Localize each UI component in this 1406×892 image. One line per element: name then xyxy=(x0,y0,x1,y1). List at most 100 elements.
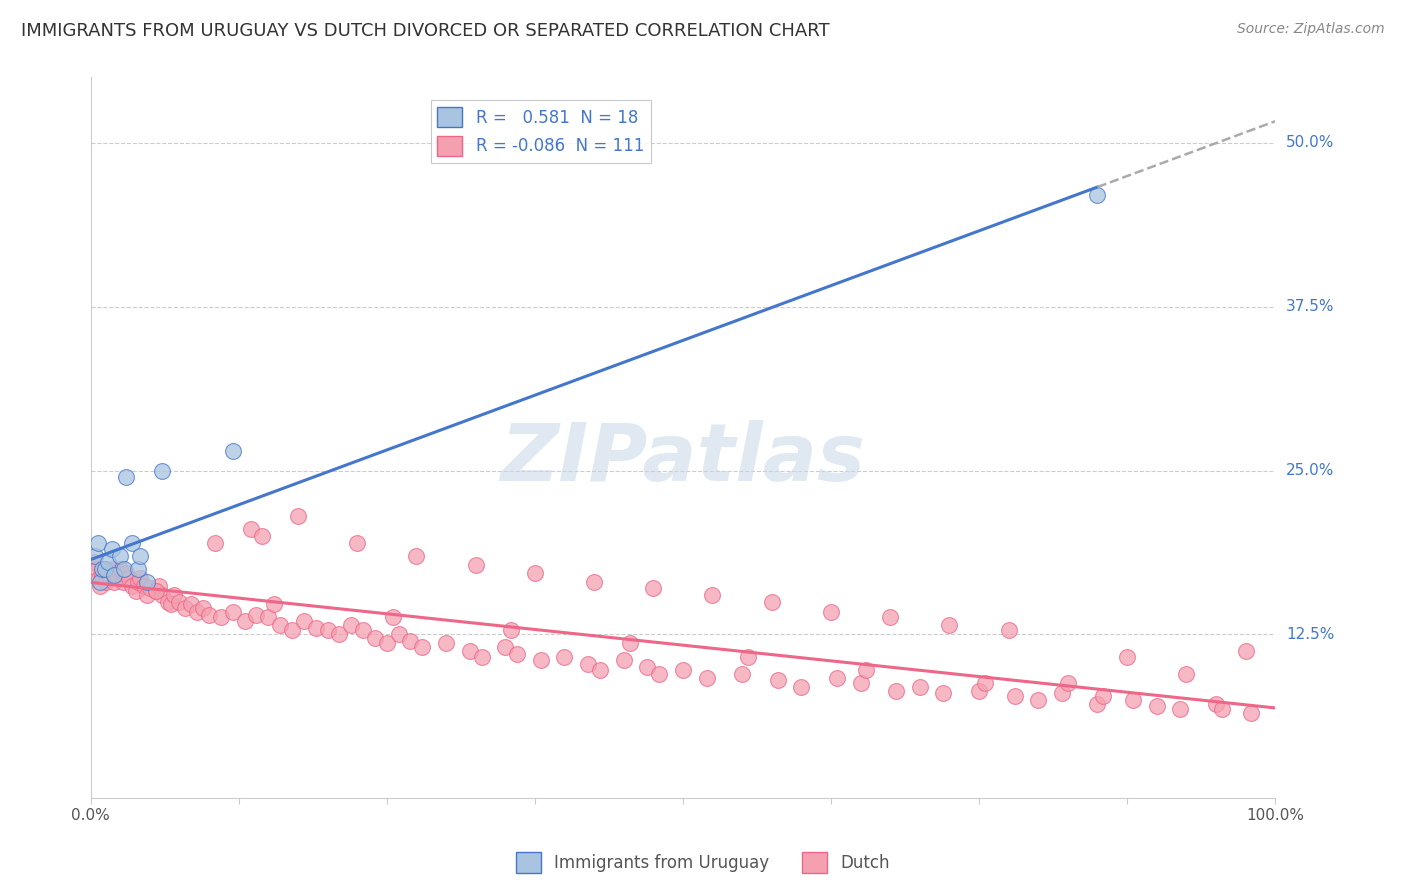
Point xyxy=(399,633,422,648)
Point xyxy=(124,584,146,599)
Point xyxy=(375,636,398,650)
Point xyxy=(967,683,990,698)
Point xyxy=(405,549,427,563)
Point xyxy=(1004,689,1026,703)
Point xyxy=(1050,686,1073,700)
Point xyxy=(530,653,553,667)
Point xyxy=(766,673,789,687)
Point xyxy=(94,562,117,576)
Point xyxy=(305,621,328,635)
Point xyxy=(105,568,128,582)
Point xyxy=(111,574,134,589)
Point xyxy=(136,588,159,602)
Point xyxy=(458,644,481,658)
Point xyxy=(1026,693,1049,707)
Point xyxy=(257,610,280,624)
Point xyxy=(97,566,120,580)
Point xyxy=(696,671,718,685)
Point xyxy=(117,571,139,585)
Point xyxy=(174,601,197,615)
Point xyxy=(974,675,997,690)
Point xyxy=(1087,188,1109,202)
Point xyxy=(702,588,724,602)
Legend: R =   0.581  N = 18, R = -0.086  N = 111: R = 0.581 N = 18, R = -0.086 N = 111 xyxy=(430,100,651,162)
Point xyxy=(470,649,492,664)
Point xyxy=(849,675,872,690)
Point xyxy=(790,680,813,694)
Point xyxy=(148,579,170,593)
Point xyxy=(87,571,110,585)
Point xyxy=(855,663,877,677)
Point xyxy=(820,605,842,619)
Point xyxy=(83,555,105,569)
Point xyxy=(1205,697,1227,711)
Point xyxy=(346,535,368,549)
Point xyxy=(364,631,387,645)
Point xyxy=(89,574,111,589)
Point xyxy=(150,588,173,602)
Point xyxy=(1240,706,1263,720)
Point xyxy=(932,686,955,700)
Point xyxy=(636,660,658,674)
Point xyxy=(292,614,315,628)
Text: Source: ZipAtlas.com: Source: ZipAtlas.com xyxy=(1237,22,1385,37)
Point xyxy=(1056,675,1078,690)
Text: 12.5%: 12.5% xyxy=(1286,627,1334,641)
Point xyxy=(84,549,107,563)
Point xyxy=(94,574,117,589)
Point xyxy=(340,618,363,632)
Point xyxy=(1116,649,1139,664)
Point xyxy=(825,671,848,685)
Point xyxy=(129,571,152,585)
Point xyxy=(198,607,221,622)
Point xyxy=(506,647,529,661)
Point xyxy=(523,566,546,580)
Point xyxy=(239,523,262,537)
Point xyxy=(222,605,245,619)
Point xyxy=(145,584,167,599)
Point xyxy=(121,535,143,549)
Point xyxy=(464,558,486,572)
Point xyxy=(643,582,665,596)
Text: 50.0%: 50.0% xyxy=(1286,136,1334,151)
Point xyxy=(352,624,374,638)
Point xyxy=(89,579,111,593)
Point xyxy=(1146,699,1168,714)
Point xyxy=(156,594,179,608)
Point xyxy=(191,601,214,615)
Point xyxy=(501,624,523,638)
Point xyxy=(884,683,907,698)
Point xyxy=(209,610,232,624)
Point xyxy=(169,594,191,608)
Point xyxy=(87,535,110,549)
Point xyxy=(672,663,695,677)
Point xyxy=(583,574,606,589)
Point xyxy=(160,597,183,611)
Point xyxy=(112,562,135,576)
Point xyxy=(387,627,409,641)
Point xyxy=(1087,697,1109,711)
Text: 25.0%: 25.0% xyxy=(1286,463,1334,478)
Point xyxy=(136,574,159,589)
Point xyxy=(619,636,641,650)
Text: IMMIGRANTS FROM URUGUAY VS DUTCH DIVORCED OR SEPARATED CORRELATION CHART: IMMIGRANTS FROM URUGUAY VS DUTCH DIVORCE… xyxy=(21,22,830,40)
Point xyxy=(115,470,138,484)
Point xyxy=(879,610,901,624)
Point xyxy=(613,653,636,667)
Point xyxy=(287,509,309,524)
Point xyxy=(761,594,783,608)
Point xyxy=(150,463,173,477)
Point xyxy=(252,529,274,543)
Point xyxy=(233,614,256,628)
Point xyxy=(103,568,125,582)
Point xyxy=(908,680,931,694)
Point xyxy=(281,624,304,638)
Point xyxy=(381,610,404,624)
Point xyxy=(434,636,457,650)
Point xyxy=(938,618,960,632)
Point xyxy=(328,627,350,641)
Point xyxy=(1211,702,1233,716)
Point xyxy=(94,562,117,576)
Point xyxy=(997,624,1019,638)
Point xyxy=(553,649,575,664)
